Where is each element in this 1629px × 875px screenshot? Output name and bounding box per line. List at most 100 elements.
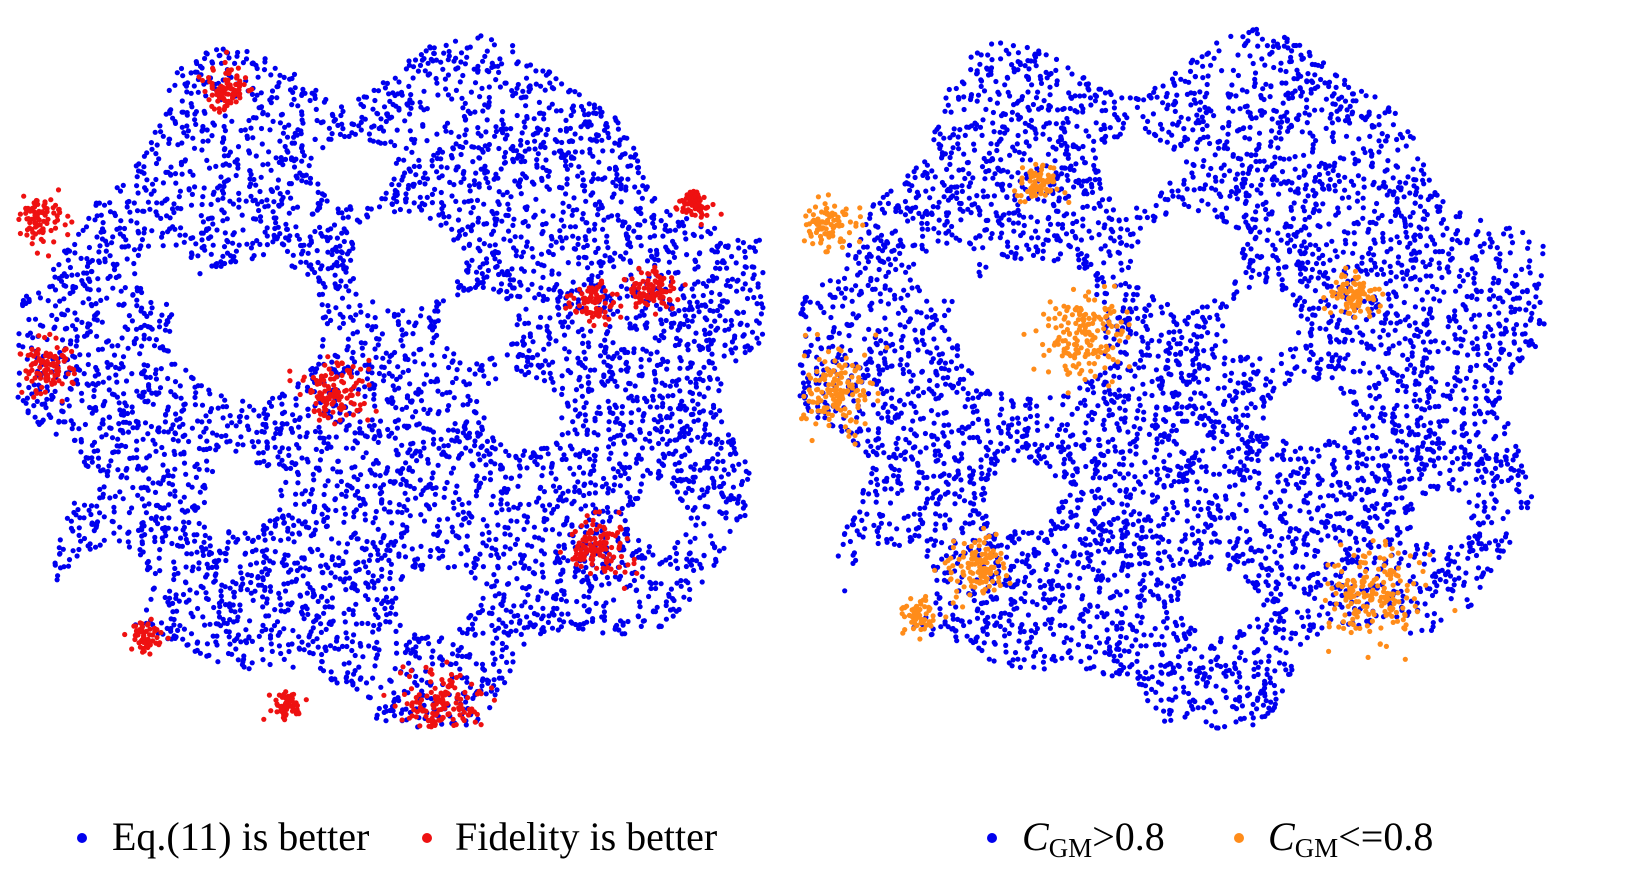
scatter-point	[661, 455, 667, 461]
scatter-point	[87, 546, 93, 552]
scatter-point	[305, 413, 311, 419]
scatter-point	[693, 376, 699, 382]
scatter-point	[172, 118, 178, 125]
scatter-point	[554, 557, 560, 563]
scatter-point	[515, 293, 521, 299]
scatter-point	[425, 460, 431, 466]
scatter-point	[733, 358, 739, 364]
scatter-point	[380, 482, 387, 488]
scatter-point	[141, 164, 147, 170]
scatter-point	[253, 216, 259, 222]
scatter-point	[67, 385, 73, 392]
scatter-point	[215, 621, 221, 627]
scatter-point	[132, 271, 138, 277]
scatter-point	[209, 215, 215, 221]
scatter-point	[363, 680, 370, 686]
scatter-point	[583, 418, 589, 424]
scatter-point	[464, 533, 470, 539]
scatter-point	[701, 434, 707, 440]
scatter-point	[635, 222, 641, 228]
scatter-point	[365, 596, 371, 603]
scatter-point	[396, 79, 402, 85]
scatter-point	[160, 538, 166, 545]
scatter-point	[311, 477, 317, 483]
scatter-point	[312, 503, 318, 509]
scatter-point	[268, 641, 274, 647]
scatter-point	[560, 200, 566, 206]
scatter-point	[421, 406, 427, 412]
scatter-point	[582, 481, 588, 487]
scatter-point	[513, 253, 519, 259]
scatter-point	[612, 378, 618, 384]
scatter-point	[185, 482, 191, 488]
scatter-point	[390, 383, 396, 389]
scatter-point	[310, 625, 316, 631]
scatter-point	[195, 605, 201, 612]
scatter-point	[167, 215, 173, 221]
scatter-point	[382, 586, 388, 592]
scatter-point	[698, 234, 705, 240]
scatter-point	[358, 309, 364, 315]
scatter-point	[526, 501, 532, 508]
scatter-point	[196, 520, 202, 527]
scatter-point	[542, 87, 548, 93]
scatter-point	[565, 558, 571, 564]
scatter-point	[535, 260, 541, 266]
scatter-point	[568, 112, 574, 119]
scatter-point	[624, 315, 630, 321]
scatter-point	[188, 551, 194, 557]
scatter-point	[374, 597, 380, 603]
scatter-point	[369, 427, 375, 433]
scatter-point	[533, 68, 539, 74]
scatter-point	[127, 209, 133, 215]
scatter-point	[181, 519, 187, 525]
scatter-point	[760, 270, 766, 276]
scatter-point	[572, 407, 579, 413]
scatter-point	[487, 705, 493, 711]
scatter-point	[712, 545, 718, 551]
scatter-point	[376, 705, 382, 712]
scatter-point	[427, 71, 433, 77]
scatter-point	[123, 237, 129, 243]
scatter-point	[617, 355, 623, 361]
scatter-point	[466, 242, 472, 248]
scatter-point	[708, 298, 714, 304]
scatter-point	[123, 419, 129, 425]
scatter-point	[148, 423, 154, 430]
scatter-point	[634, 326, 640, 332]
scatter-point	[699, 579, 705, 585]
scatter-point	[32, 414, 38, 420]
scatter-point	[564, 166, 571, 172]
scatter-point	[299, 91, 305, 97]
scatter-point	[563, 235, 569, 241]
scatter-point	[508, 475, 514, 481]
scatter-point	[508, 628, 514, 635]
scatter-point	[709, 360, 715, 366]
scatter-point	[311, 509, 317, 515]
scatter-point	[498, 501, 504, 507]
scatter-point	[477, 551, 483, 557]
scatter-point	[475, 451, 481, 457]
scatter-point	[409, 149, 415, 155]
scatter-point	[286, 569, 292, 575]
scatter-point	[470, 695, 476, 702]
scatter-point	[350, 608, 356, 614]
scatter-point	[709, 351, 715, 357]
scatter-point	[448, 470, 454, 476]
scatter-point	[562, 521, 568, 527]
scatter-point	[692, 257, 698, 263]
scatter-point	[298, 242, 304, 249]
scatter-point	[207, 621, 213, 627]
scatter-point	[188, 374, 195, 380]
scatter-point	[170, 436, 176, 443]
scatter-point	[199, 245, 205, 251]
scatter-point	[412, 564, 418, 570]
scatter-point	[417, 62, 424, 68]
scatter-point	[291, 539, 297, 545]
scatter-point	[625, 176, 631, 182]
scatter-point	[235, 632, 241, 638]
scatter-point	[359, 345, 365, 351]
scatter-point	[636, 537, 642, 544]
scatter-point	[166, 136, 172, 142]
scatter-point	[409, 398, 415, 404]
